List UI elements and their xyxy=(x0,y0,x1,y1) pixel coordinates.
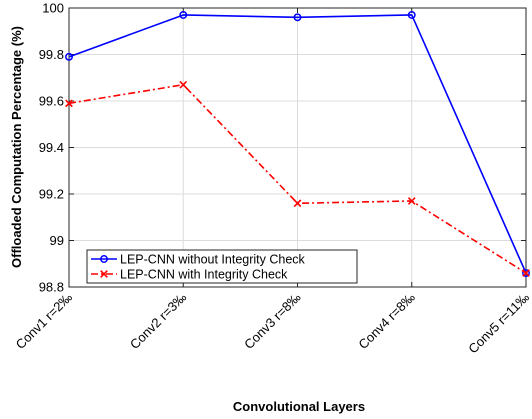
marker-stroke xyxy=(293,199,302,208)
data-point xyxy=(293,13,302,22)
legend-swatch-marker xyxy=(100,270,108,278)
series-line xyxy=(68,14,527,274)
marker-stroke xyxy=(407,197,416,205)
y-tick-labels: 98.8 99 99.2 99.4 99.6 99.8 100 xyxy=(39,1,64,295)
data-point xyxy=(65,52,73,61)
y-tick-label: 98.8 xyxy=(39,280,64,295)
data-point xyxy=(407,197,416,205)
legend-label: LEP-CNN without Integrity Check xyxy=(120,253,306,267)
data-point xyxy=(522,269,530,277)
marker-stroke xyxy=(522,269,530,277)
x-tick-label: Conv5 r=11‰ xyxy=(465,290,532,357)
x-tick-labels: Conv1 r=2‰ Conv2 r=3‰ Conv3 r=8‰ Conv4 r=8‰… xyxy=(13,290,532,357)
y-tick-label: 99 xyxy=(50,233,64,248)
legend-swatch-marker xyxy=(100,255,108,263)
y-axis-title: Offloaded Computation Percentage (%) xyxy=(9,26,24,268)
series-2 xyxy=(65,80,530,277)
series-group xyxy=(65,11,530,277)
legend-label: LEP-CNN with Integrity Check xyxy=(120,268,288,282)
data-point xyxy=(65,99,73,108)
axis-ticks xyxy=(68,7,527,288)
x-tick-label: Conv1 r=2‰ xyxy=(13,290,75,352)
data-point xyxy=(179,80,188,89)
legend-item: LEP-CNN without Integrity Check xyxy=(91,253,306,267)
x-tick-label: Conv2 r=3‰ xyxy=(127,290,189,352)
x-tick-label: Conv3 r=8‰ xyxy=(241,290,303,352)
data-point xyxy=(407,11,416,19)
y-tick-label: 99.4 xyxy=(39,140,64,155)
series-1 xyxy=(65,11,530,277)
y-tick-label: 99.6 xyxy=(39,94,64,109)
data-point xyxy=(293,199,302,208)
legend-item: LEP-CNN with Integrity Check xyxy=(91,268,288,282)
marker-stroke xyxy=(179,80,188,89)
y-tick-label: 100 xyxy=(42,1,64,16)
x-tick-label: Conv4 r=8‰ xyxy=(355,290,417,352)
data-point xyxy=(522,269,530,277)
y-tick-label: 99.2 xyxy=(39,187,64,202)
marker-stroke xyxy=(65,99,73,108)
x-axis-title: Convolutional Layers xyxy=(233,399,365,414)
data-point xyxy=(179,11,188,19)
legend-box xyxy=(86,249,358,284)
y-tick-label: 99.8 xyxy=(39,47,64,62)
